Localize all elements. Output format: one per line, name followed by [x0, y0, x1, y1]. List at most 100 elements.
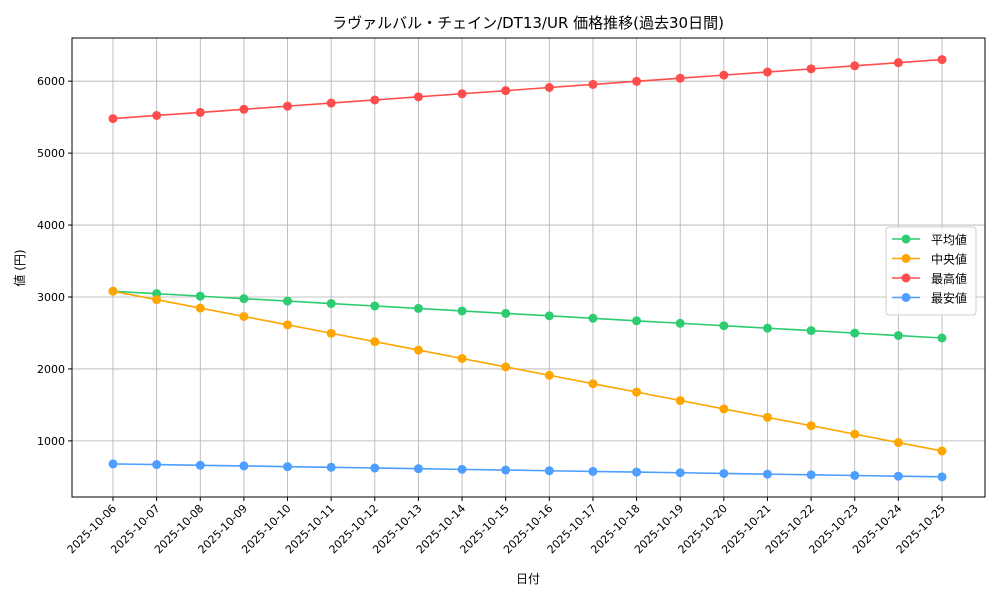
data-point [195, 303, 205, 313]
y-tick-label: 6000 [37, 75, 65, 88]
series-最安値 [108, 459, 947, 482]
data-point [719, 70, 729, 80]
data-point [239, 311, 249, 321]
data-point [152, 460, 162, 470]
data-point [239, 104, 249, 114]
data-point [413, 92, 423, 102]
series-中央値 [108, 286, 947, 456]
legend-marker [901, 293, 911, 302]
series-line [112, 58, 943, 120]
data-point [457, 306, 467, 316]
data-point [544, 370, 554, 380]
legend-label: 平均値 [931, 232, 967, 247]
series-line [112, 290, 943, 452]
data-point [283, 320, 293, 330]
data-point [588, 313, 598, 323]
y-tick-label: 1000 [37, 435, 65, 448]
data-point [326, 299, 336, 309]
data-point [457, 89, 467, 99]
data-point [632, 467, 642, 477]
data-point [370, 95, 380, 105]
data-point [108, 459, 118, 469]
data-point [850, 470, 860, 480]
chart-title: ラヴァルバル・チェイン/DT13/UR 価格推移(過去30日間) [332, 14, 724, 32]
data-point [370, 337, 380, 347]
data-point [370, 301, 380, 311]
data-point [893, 58, 903, 68]
data-point [588, 79, 598, 89]
data-point [413, 303, 423, 313]
data-point [195, 291, 205, 301]
data-point [239, 294, 249, 304]
data-point [762, 469, 772, 479]
data-point [326, 462, 336, 472]
data-point [719, 321, 729, 331]
legend-marker [901, 273, 911, 283]
data-point [152, 295, 162, 305]
data-point [850, 429, 860, 439]
data-point [544, 82, 554, 92]
data-point [675, 318, 685, 328]
data-point [457, 354, 467, 364]
data-point [806, 326, 816, 336]
data-point [283, 101, 293, 111]
data-point [370, 463, 380, 473]
y-axis-label: 値 (円) [12, 249, 27, 286]
series-line [112, 290, 943, 339]
legend-label: 最安値 [931, 291, 967, 306]
data-point [675, 396, 685, 406]
data-point [108, 286, 118, 296]
data-point [632, 76, 642, 86]
data-point [806, 421, 816, 431]
y-tick-label: 3000 [37, 291, 65, 304]
data-point [544, 311, 554, 321]
data-point [850, 328, 860, 338]
data-point [239, 461, 249, 471]
series-平均値 [108, 286, 947, 343]
y-tick-label: 2000 [37, 363, 65, 376]
data-point [588, 466, 598, 476]
legend-label: 中央値 [931, 252, 967, 267]
data-point [544, 466, 554, 476]
data-point [893, 331, 903, 341]
data-point [937, 55, 947, 65]
data-point [937, 333, 947, 343]
data-point [762, 67, 772, 77]
data-point [501, 308, 511, 318]
data-point [806, 470, 816, 480]
series-最高値 [108, 55, 947, 124]
data-point [326, 98, 336, 108]
legend-box [885, 226, 977, 316]
data-point [893, 438, 903, 448]
data-point [937, 472, 947, 482]
data-point [283, 462, 293, 472]
data-point [675, 468, 685, 478]
data-point [413, 345, 423, 355]
data-point [893, 471, 903, 481]
data-point [326, 328, 336, 338]
data-point [719, 404, 729, 414]
data-point [283, 296, 293, 306]
x-axis-label: 日付 [516, 572, 540, 586]
plot-frame [71, 37, 986, 498]
data-point [762, 412, 772, 422]
data-point [195, 107, 205, 117]
data-point [195, 460, 205, 470]
y-tick-label: 5000 [37, 147, 65, 160]
data-point [457, 464, 467, 474]
data-point [632, 387, 642, 397]
y-tick-label: 4000 [37, 219, 65, 232]
series-line [112, 463, 943, 478]
data-point [501, 362, 511, 372]
data-point [850, 61, 860, 71]
data-point [588, 379, 598, 389]
data-point [108, 114, 118, 124]
data-point [762, 323, 772, 333]
legend-marker [901, 234, 911, 244]
legend-label: 最高値 [931, 271, 967, 286]
data-point [675, 73, 685, 83]
legend-marker [901, 254, 911, 263]
